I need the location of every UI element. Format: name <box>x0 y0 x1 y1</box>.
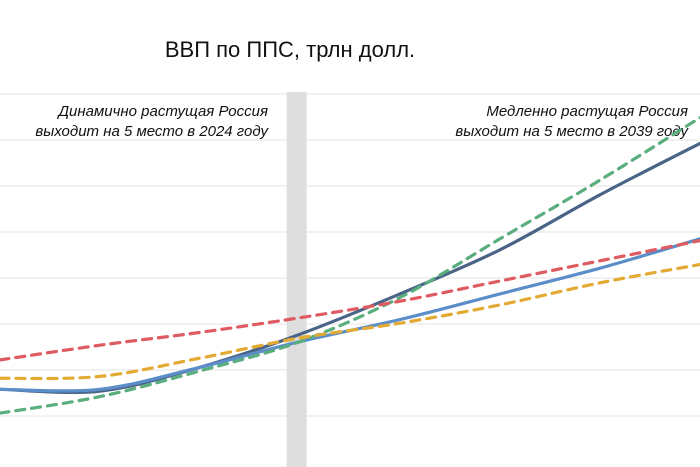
annotation-left: Динамично растущая Россия выходит на 5 м… <box>35 103 269 140</box>
annotation-left-line-2: выходит на 5 место в 2024 году <box>35 123 269 140</box>
series-lines <box>0 116 700 415</box>
annotation-right-line-1: Медленно растущая Россия <box>486 103 688 120</box>
series-line-3 <box>0 116 700 415</box>
annotation-right: Медленно растущая Россия выходит на 5 ме… <box>455 103 689 140</box>
chart-title: ВВП по ППС, трлн долл. <box>165 37 415 62</box>
highlight-band <box>286 92 307 467</box>
annotation-right-line-2: выходит на 5 место в 2039 году <box>455 123 689 140</box>
series-line-4 <box>0 239 700 362</box>
annotation-left-line-1: Динамично растущая Россия <box>57 103 269 120</box>
series-line-5 <box>0 262 700 381</box>
series-line-1 <box>0 141 700 395</box>
grid-lines <box>0 93 700 417</box>
